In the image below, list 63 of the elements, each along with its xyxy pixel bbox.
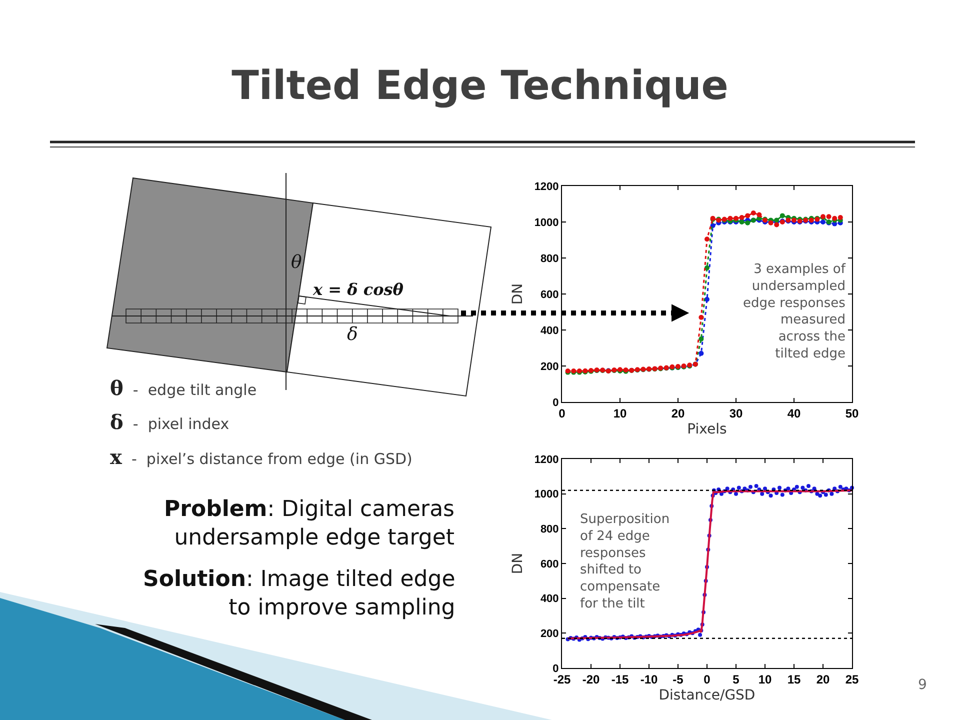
- point: [739, 215, 744, 220]
- x-tick-label: 15: [787, 672, 801, 686]
- point: [820, 220, 826, 224]
- y-tick-label: 0: [552, 662, 559, 675]
- text: δ - pixel index: [110, 410, 230, 434]
- point: [780, 213, 785, 218]
- x-tick-label: -20: [582, 672, 600, 686]
- x-tick-label: -10: [640, 672, 658, 686]
- y-tick-label: 800: [540, 252, 559, 265]
- x-tick-label: 50: [845, 406, 859, 420]
- x-tick-label: -25: [553, 672, 571, 686]
- point: [756, 212, 762, 218]
- x-tick-label: 10: [758, 672, 772, 686]
- text: δ: [347, 324, 358, 345]
- point: [826, 214, 832, 220]
- point: [728, 216, 733, 221]
- point: [774, 222, 780, 228]
- text: 9: [918, 677, 927, 693]
- x-tick-label: 5: [732, 672, 740, 686]
- point: [698, 336, 704, 342]
- y-tick-label: 1200: [534, 180, 559, 193]
- text: Problem: Digital cameras undersample edge target: [164, 497, 455, 551]
- y-axis-title: DN: [510, 552, 526, 574]
- x-tick-label: 40: [787, 406, 801, 420]
- y-tick-label: 1200: [534, 454, 559, 466]
- point: [750, 210, 756, 216]
- text: Solution: Image tilted edge to improve sampling: [143, 567, 456, 621]
- text: Tilted Edge Technique: [232, 63, 728, 109]
- point: [838, 215, 843, 220]
- text: x - pixel’s distance from edge (in GSD): [110, 445, 412, 469]
- x-tick-label: 25: [845, 672, 859, 686]
- y-tick-label: 400: [540, 324, 559, 337]
- point: [698, 350, 704, 356]
- point: [745, 213, 750, 218]
- x-tick-label: 0: [704, 672, 711, 686]
- point: [704, 296, 710, 302]
- point: [698, 314, 704, 320]
- y-tick-label: 400: [540, 593, 559, 606]
- text: x = δ cosθ: [312, 280, 404, 299]
- y-tick-label: 1000: [534, 488, 559, 501]
- y-tick-label: 600: [540, 558, 559, 570]
- y-tick-label: 1000: [534, 216, 559, 229]
- annotation: 3 examples of undersampled edge responses measured across the tilted edge: [743, 262, 846, 362]
- text: θ: [291, 252, 302, 273]
- y-tick-label: 600: [540, 288, 559, 301]
- x-tick-label: -15: [611, 672, 629, 686]
- y-tick-label: 200: [540, 360, 559, 373]
- x-axis-title: Distance/GSD: [658, 688, 756, 704]
- y-axis-title: DN: [510, 283, 526, 305]
- x-tick-label: 20: [816, 672, 830, 686]
- point: [704, 265, 710, 270]
- x-tick-label: 20: [671, 406, 685, 420]
- x-tick-label: -5: [672, 672, 684, 686]
- y-tick-label: 800: [540, 524, 559, 536]
- annotation: Superposition of 24 edge responses shifted to compensate for the tilt: [580, 512, 670, 612]
- point: [745, 220, 750, 226]
- x-axis-title: Pixels: [687, 422, 727, 438]
- x-tick-label: 10: [613, 406, 627, 420]
- y-tick-label: 0: [552, 396, 559, 409]
- x-tick-label: 30: [729, 406, 743, 420]
- text: θ - edge tilt angle: [110, 376, 257, 400]
- y-tick-label: 200: [540, 628, 559, 640]
- point: [704, 236, 710, 242]
